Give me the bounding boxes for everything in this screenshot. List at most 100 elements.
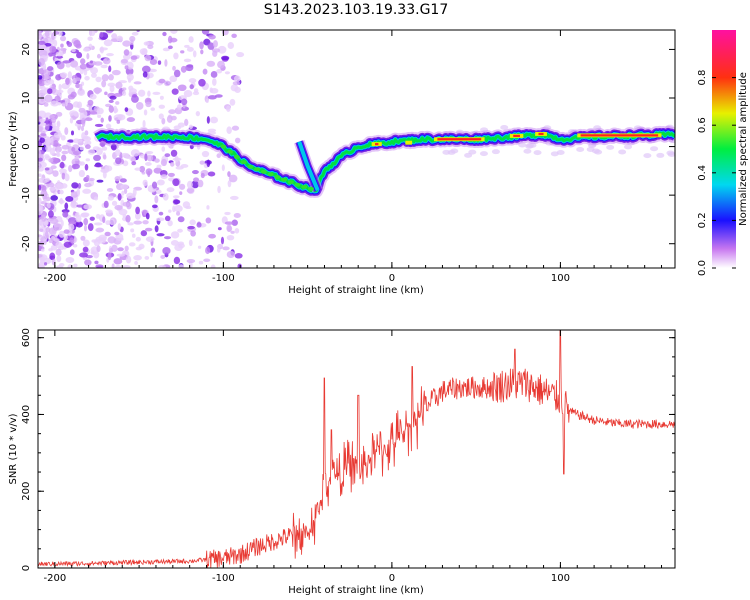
noise-speck <box>131 156 136 163</box>
noise-speck <box>198 78 206 87</box>
noise-speck <box>183 58 192 63</box>
noise-speck <box>84 259 92 266</box>
noise-speck <box>115 81 123 89</box>
noise-speck <box>170 149 178 157</box>
noise-speck <box>129 35 136 42</box>
noise-speck <box>48 158 54 163</box>
noise-speck <box>122 160 129 167</box>
noise-speck <box>230 230 235 234</box>
noise-speck <box>70 191 79 198</box>
noise-speck <box>108 115 112 122</box>
noise-speck <box>53 132 63 139</box>
noise-speck <box>131 31 139 36</box>
noise-speck <box>125 214 131 223</box>
noise-speck <box>126 61 134 70</box>
noise-speck <box>60 219 64 227</box>
ridge-spot <box>247 164 254 169</box>
noise-speck <box>126 117 136 123</box>
noise-speck <box>139 165 146 173</box>
noise-speck <box>65 63 71 68</box>
noise-speck <box>162 246 171 255</box>
noise-speck <box>212 40 218 48</box>
noise-speck <box>61 102 67 107</box>
noise-speck <box>171 88 179 95</box>
noise-speck <box>220 236 225 245</box>
noise-speck <box>72 244 78 248</box>
noise-speck <box>42 65 47 71</box>
noise-speck <box>76 204 84 208</box>
noise-speck <box>100 64 108 69</box>
noise-speck <box>117 223 122 231</box>
noise-speck <box>78 139 83 143</box>
noise-speck <box>81 117 85 126</box>
noise-speck <box>114 204 123 211</box>
noise-speck <box>133 255 142 261</box>
noise-speck <box>211 48 221 53</box>
noise-speck <box>64 202 69 210</box>
noise-speck <box>167 35 173 44</box>
noise-speck <box>70 91 77 98</box>
noise-speck <box>43 102 49 107</box>
noise-speck <box>111 263 115 268</box>
spectrogram-frame <box>37 29 676 269</box>
y-tick-label: 400 <box>21 405 32 424</box>
noise-speck <box>93 87 103 94</box>
noise-speck <box>158 78 166 84</box>
noise-speck <box>127 77 132 83</box>
noise-speck <box>104 91 108 96</box>
noise-speck <box>38 146 41 152</box>
noise-speck <box>46 182 55 188</box>
noise-speck <box>62 49 67 54</box>
x-tick-label: -100 <box>212 273 235 284</box>
noise-speck <box>122 265 131 268</box>
noise-speck <box>136 101 144 110</box>
noise-speck <box>38 224 41 231</box>
noise-speck <box>142 71 148 78</box>
noise-speck <box>159 95 164 100</box>
noise-speck <box>140 230 148 237</box>
noise-speck <box>186 187 195 194</box>
noise-speck <box>96 107 104 115</box>
noise-speck <box>178 183 186 190</box>
noise-speck <box>624 144 633 150</box>
noise-speck <box>464 152 473 158</box>
noise-speck <box>142 120 146 128</box>
noise-speck <box>210 70 218 78</box>
noise-speck <box>224 71 230 75</box>
noise-speck <box>203 258 211 263</box>
x-tick-label: 0 <box>389 273 395 284</box>
noise-speck <box>58 230 65 238</box>
noise-speck <box>123 188 128 195</box>
spectrogram-panel <box>38 30 675 268</box>
noise-speck <box>94 222 103 226</box>
noise-speck <box>39 137 45 143</box>
noise-speck <box>80 58 86 65</box>
noise-speck <box>80 235 86 241</box>
noise-speck <box>120 59 128 64</box>
noise-speck <box>173 256 181 265</box>
noise-speck <box>113 105 118 114</box>
snr-panel <box>38 330 675 568</box>
ridge-spot <box>260 169 267 174</box>
noise-speck <box>221 55 230 61</box>
noise-speck <box>109 218 115 226</box>
noise-speck <box>108 99 114 104</box>
noise-speck <box>87 223 94 232</box>
noise-speck <box>228 174 238 183</box>
noise-speck <box>209 116 219 124</box>
noise-speck <box>201 150 210 158</box>
noise-speck <box>96 53 101 59</box>
spectral-branch <box>297 141 320 192</box>
noise-speck <box>184 118 189 127</box>
noise-speck <box>124 65 129 70</box>
noise-speck <box>43 79 51 86</box>
noise-speck <box>62 211 69 218</box>
noise-speck <box>84 75 90 81</box>
noise-speck <box>76 188 81 196</box>
y-tick-label: -10 <box>21 187 32 203</box>
noise-speck <box>71 48 76 53</box>
noise-speck <box>82 246 89 253</box>
noise-speck <box>231 219 238 226</box>
noise-speck <box>188 239 193 247</box>
